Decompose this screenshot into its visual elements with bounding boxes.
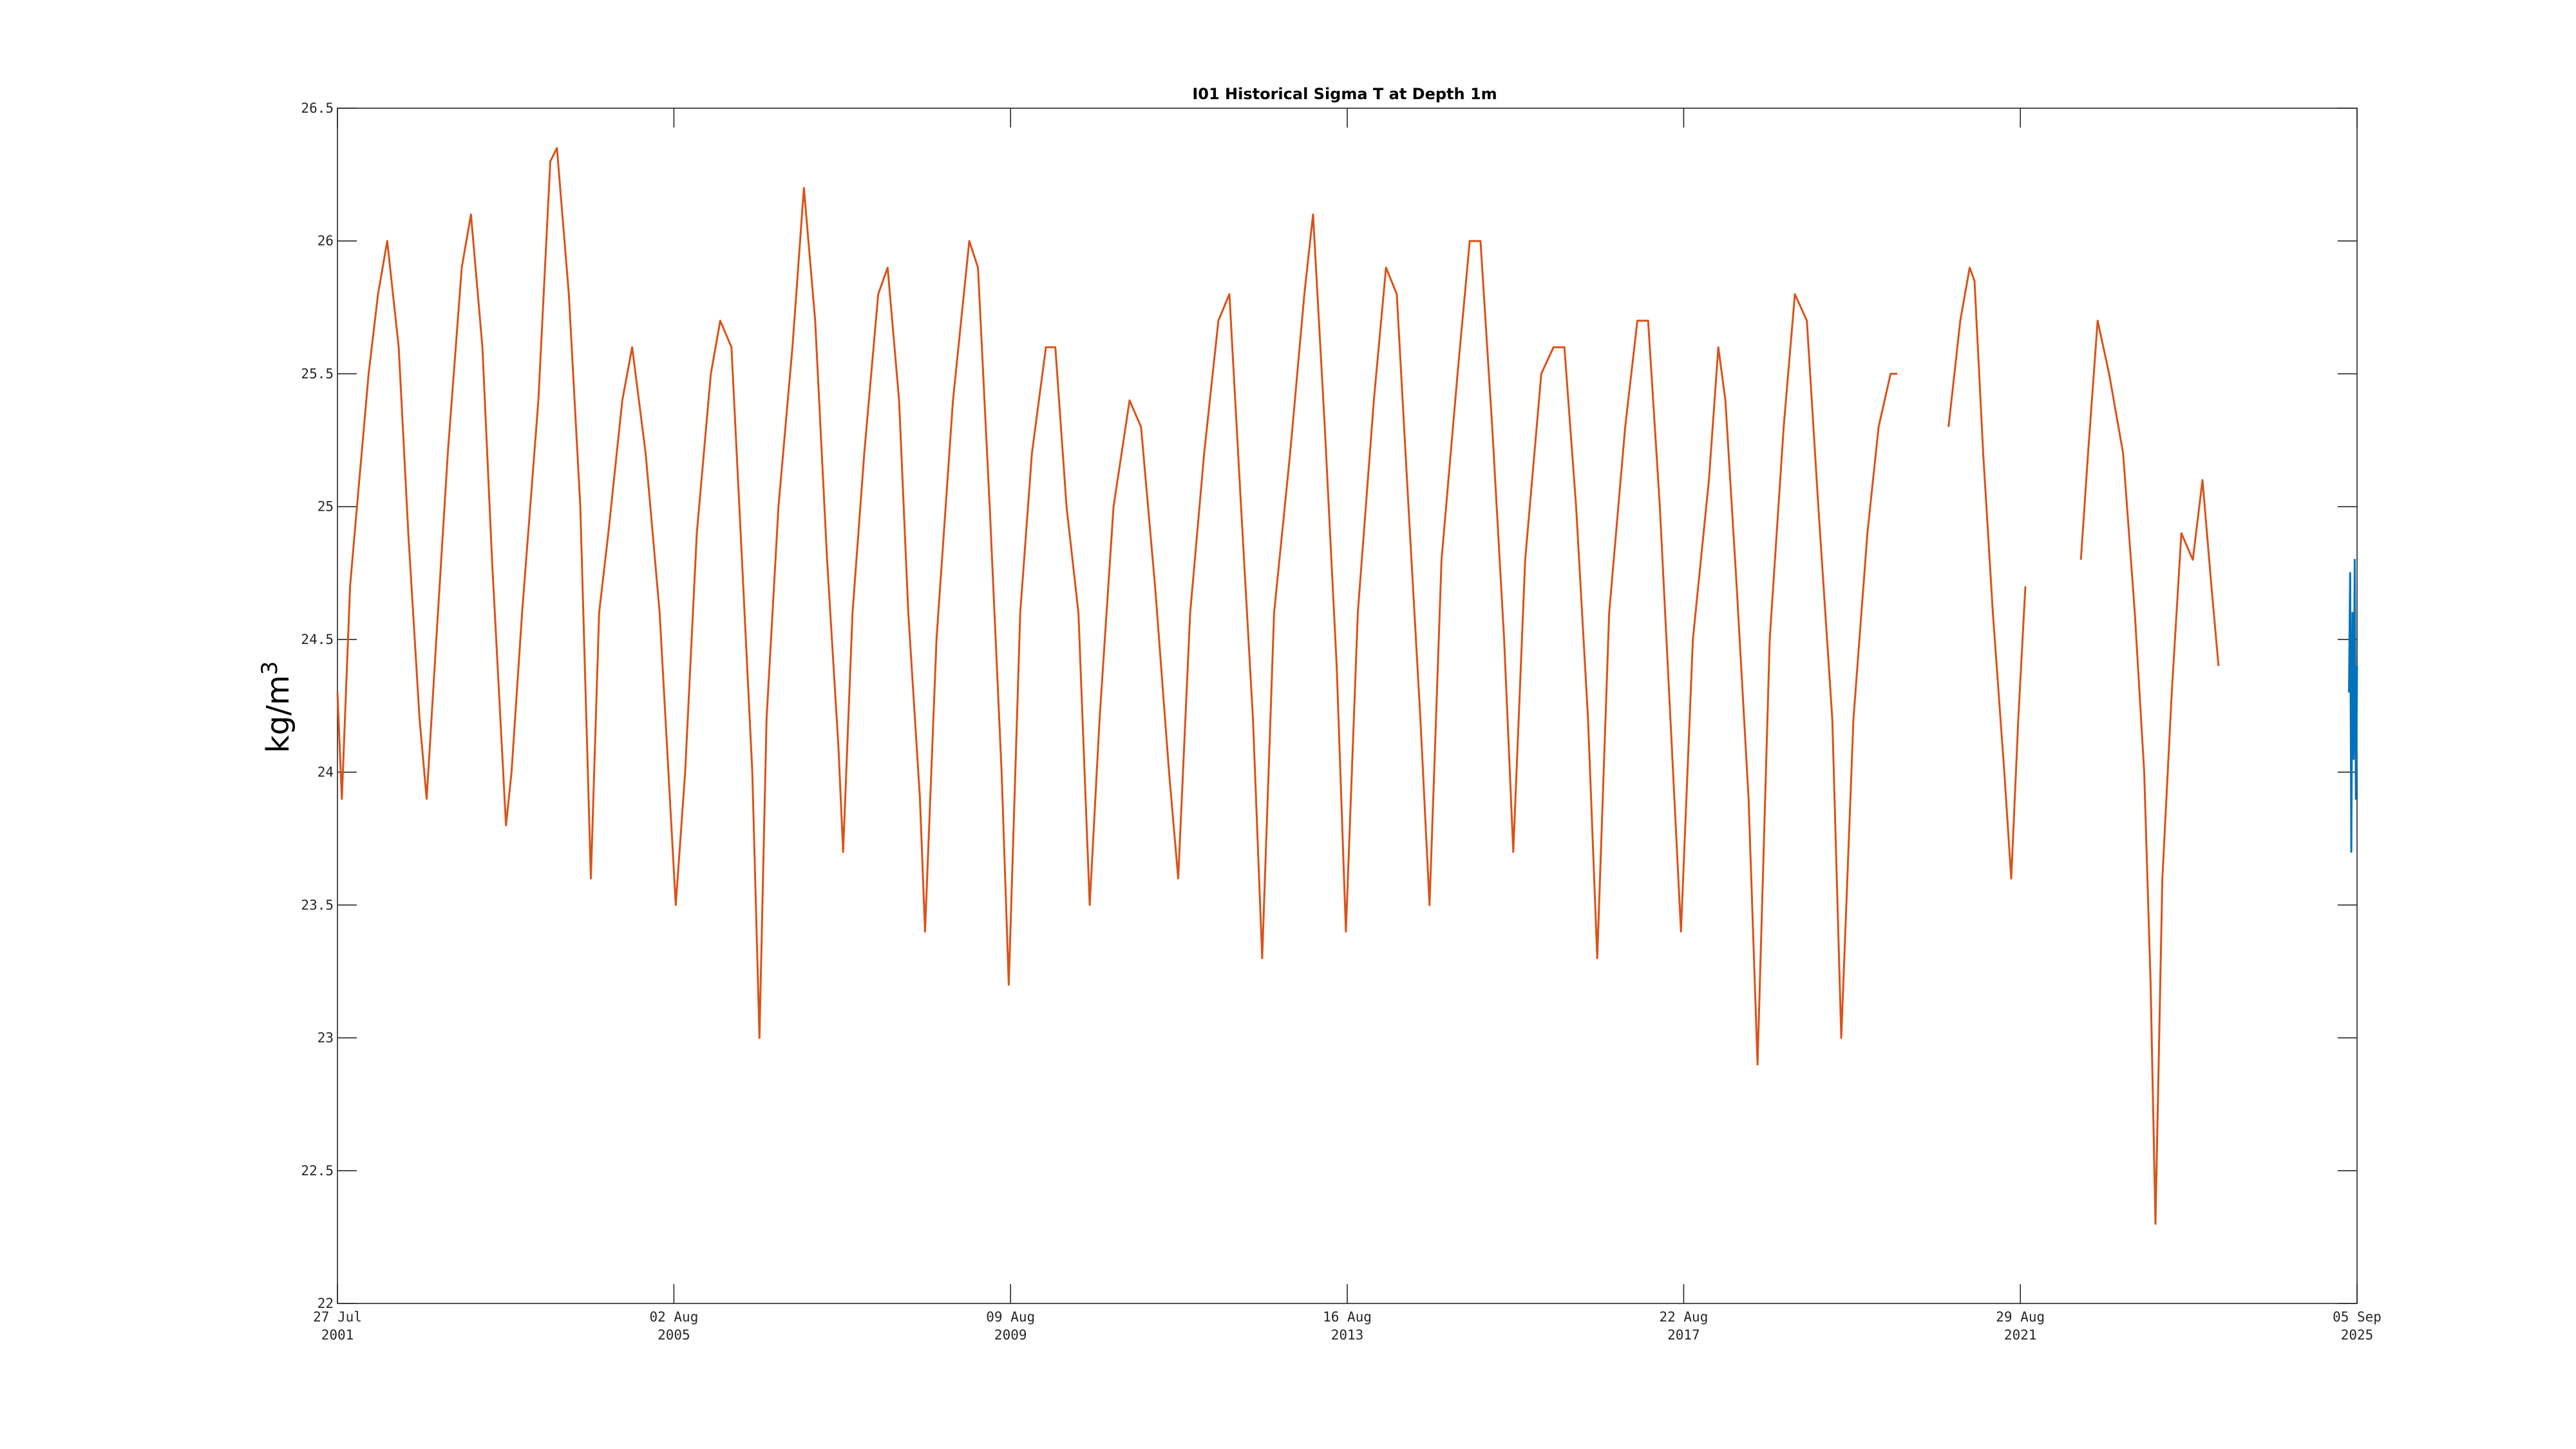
y-axis-label: kg/m3 (257, 661, 296, 753)
series-0-segment-0 (336, 147, 1897, 1066)
y-tick-label: 25.5 (301, 366, 334, 381)
x-tick-label-year: 2009 (994, 1327, 1027, 1343)
y-tick-label: 24.5 (301, 632, 334, 647)
y-tick-label: 25 (317, 499, 334, 515)
y-tick-label: 24 (317, 764, 334, 780)
x-tick-label-date: 09 Aug (986, 1309, 1035, 1325)
series-0-segment-2 (2079, 319, 2220, 1225)
y-axis-label-exponent: 3 (257, 661, 283, 676)
chart-title: I01 Historical Sigma T at Depth 1m (1192, 85, 1497, 103)
y-tick-label: 22 (317, 1296, 334, 1311)
y-tick-label: 26 (317, 233, 334, 249)
series-1-segment-0 (2348, 558, 2358, 853)
x-tick-label-year: 2013 (1331, 1327, 1364, 1343)
x-tick-label-year: 2001 (321, 1327, 354, 1343)
y-tick-label: 23.5 (301, 897, 334, 913)
series-0-segment-1 (1947, 267, 2027, 880)
x-tick-label-date: 02 Aug (649, 1309, 698, 1325)
x-tick-label-year: 2017 (1667, 1327, 1700, 1343)
y-tick-label: 22.5 (301, 1163, 334, 1179)
x-tick-label-year: 2021 (2004, 1327, 2037, 1343)
x-tick-label-date: 22 Aug (1659, 1309, 1708, 1325)
plot-area: 22 22.5 23 23.5 24 24.5 25 25.5 26 26.5 27 Jul 2001… (301, 100, 2382, 1343)
x-tick-label-date: 16 Aug (1323, 1309, 1372, 1325)
y-axis-label-unit: kg/m (260, 675, 296, 753)
x-tick-label-date: 29 Aug (1996, 1309, 2045, 1325)
x-tick-label-date: 27 Jul (313, 1309, 362, 1325)
y-tick-label: 26.5 (301, 100, 334, 116)
axes-box (337, 108, 2358, 1304)
y-tick-label: 23 (317, 1030, 334, 1046)
x-tick-label-date: 05 Sep (2333, 1309, 2382, 1325)
x-tick-label-year: 2025 (2341, 1327, 2374, 1343)
x-tick-label-year: 2005 (658, 1327, 690, 1343)
